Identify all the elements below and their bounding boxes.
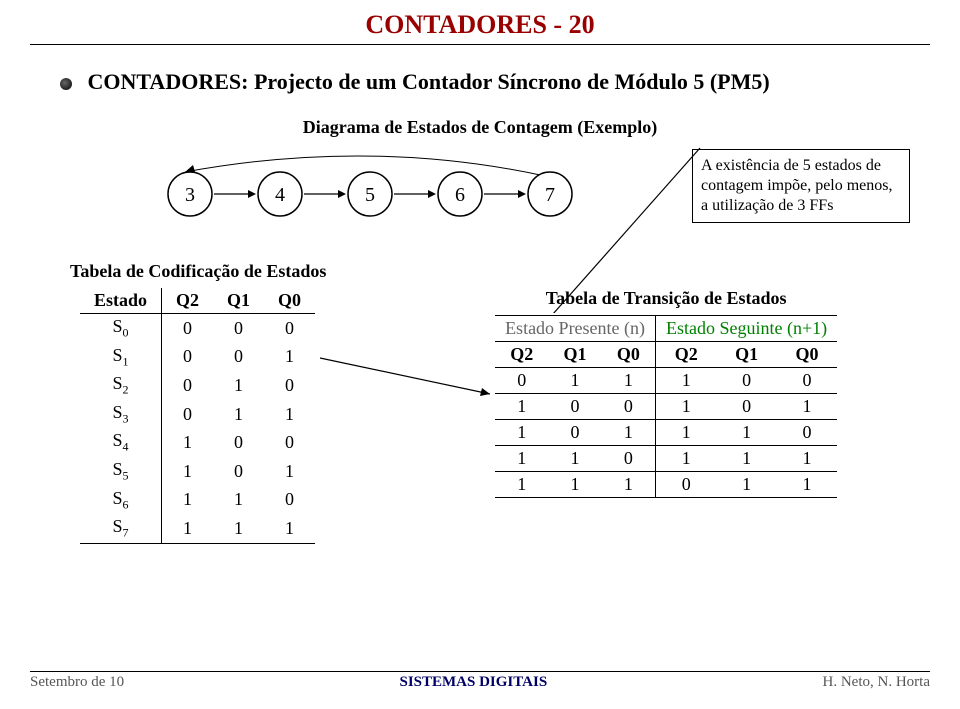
trans-cell: 0 [602, 446, 656, 472]
codif-header-q2: Q2 [162, 288, 214, 314]
codif-cell: 0 [162, 314, 214, 343]
trans-cell: 0 [656, 472, 717, 498]
codif-state-label: S7 [80, 514, 162, 543]
trans-sub-q0a: Q0 [602, 342, 656, 368]
trans-heading: Tabela de Transição de Estados [495, 288, 837, 309]
trans-cell: 1 [656, 420, 717, 446]
state-label: 6 [455, 184, 465, 206]
trans-cell: 1 [777, 446, 837, 472]
codif-state-label: S3 [80, 400, 162, 429]
codif-cell: 0 [264, 371, 315, 400]
trans-sub-q0b: Q0 [777, 342, 837, 368]
codif-cell: 1 [162, 457, 214, 486]
trans-cell: 1 [495, 472, 548, 498]
page-footer: Setembro de 10 SISTEMAS DIGITAIS H. Neto… [30, 671, 930, 691]
pointer-arrow-1 [300, 288, 520, 548]
codif-state-label: S0 [80, 314, 162, 343]
codif-header-estado: Estado [80, 288, 162, 314]
footer-right: H. Neto, N. Horta [823, 674, 930, 691]
trans-cell: 1 [602, 420, 656, 446]
trans-cell: 1 [656, 394, 717, 420]
trans-cell: 0 [717, 394, 777, 420]
codif-cell: 0 [213, 428, 264, 457]
trans-cell: 0 [602, 394, 656, 420]
bullet-icon [60, 78, 72, 90]
trans-cell: 0 [717, 368, 777, 394]
trans-cell: 0 [548, 420, 601, 446]
trans-cell: 1 [495, 420, 548, 446]
note-box: A existência de 5 estados de contagem im… [692, 149, 910, 223]
codif-cell: 0 [264, 486, 315, 515]
trans-cell: 1 [717, 446, 777, 472]
trans-cell: 1 [548, 368, 601, 394]
codif-cell: 0 [264, 314, 315, 343]
trans-cell: 1 [495, 394, 548, 420]
trans-cell: 0 [495, 368, 548, 394]
codif-state-label: S6 [80, 486, 162, 515]
codif-cell: 1 [264, 343, 315, 372]
trans-cell: 1 [717, 472, 777, 498]
section-heading: CONTADORES: Projecto de um Contador Sínc… [60, 69, 960, 95]
codification-table: Estado Q2 Q1 Q0 S0000S1001S2010S3011S410… [80, 288, 315, 544]
trans-cell: 1 [777, 472, 837, 498]
trans-cell: 1 [602, 472, 656, 498]
trans-sub-q1b: Q1 [717, 342, 777, 368]
trans-sub-q2a: Q2 [495, 342, 548, 368]
trans-cell: 1 [548, 472, 601, 498]
codif-cell: 1 [162, 486, 214, 515]
trans-group-present: Estado Presente (n) [495, 316, 655, 342]
trans-cell: 1 [717, 420, 777, 446]
codif-header-q0: Q0 [264, 288, 315, 314]
diagram-caption: Diagrama de Estados de Contagem (Exemplo… [0, 117, 960, 138]
page-title: CONTADORES - 20 [365, 10, 594, 40]
codif-cell: 1 [213, 486, 264, 515]
codif-cell: 1 [213, 371, 264, 400]
state-diagram: 3 4 5 6 7 A existência de 5 estados de conta… [0, 146, 960, 246]
trans-cell: 1 [777, 394, 837, 420]
trans-cell: 1 [602, 368, 656, 394]
state-label: 4 [275, 184, 285, 206]
codif-cell: 1 [264, 514, 315, 543]
codif-state-label: S5 [80, 457, 162, 486]
state-label: 3 [185, 184, 195, 206]
codif-cell: 1 [162, 428, 214, 457]
codif-cell: 1 [162, 514, 214, 543]
codif-cell: 1 [213, 514, 264, 543]
trans-cell: 0 [777, 368, 837, 394]
trans-cell: 1 [548, 446, 601, 472]
trans-cell: 1 [495, 446, 548, 472]
transition-table: Estado Presente (n) Estado Seguinte (n+1… [495, 315, 837, 498]
trans-group-next: Estado Seguinte (n+1) [656, 316, 838, 342]
trans-cell: 0 [777, 420, 837, 446]
codif-cell: 0 [162, 371, 214, 400]
footer-left: Setembro de 10 [30, 674, 124, 691]
section-heading-text: CONTADORES: Projecto de um Contador Sínc… [88, 69, 770, 94]
codif-header-q1: Q1 [213, 288, 264, 314]
codif-cell: 1 [264, 457, 315, 486]
codif-cell: 0 [162, 400, 214, 429]
codif-cell: 0 [264, 428, 315, 457]
codif-cell: 1 [213, 400, 264, 429]
state-label: 5 [365, 184, 375, 206]
codif-state-label: S4 [80, 428, 162, 457]
codif-heading: Tabela de Codificação de Estados [70, 261, 960, 282]
trans-sub-q2b: Q2 [656, 342, 717, 368]
codif-state-label: S2 [80, 371, 162, 400]
codif-cell: 0 [213, 343, 264, 372]
trans-cell: 1 [656, 446, 717, 472]
trans-cell: 1 [656, 368, 717, 394]
codif-cell: 0 [213, 314, 264, 343]
codif-cell: 0 [213, 457, 264, 486]
state-label: 7 [545, 184, 555, 206]
codif-cell: 0 [162, 343, 214, 372]
footer-center: SISTEMAS DIGITAIS [399, 674, 547, 691]
codif-cell: 1 [264, 400, 315, 429]
title-underline [30, 44, 930, 45]
trans-cell: 0 [548, 394, 601, 420]
trans-sub-q1a: Q1 [548, 342, 601, 368]
codif-state-label: S1 [80, 343, 162, 372]
